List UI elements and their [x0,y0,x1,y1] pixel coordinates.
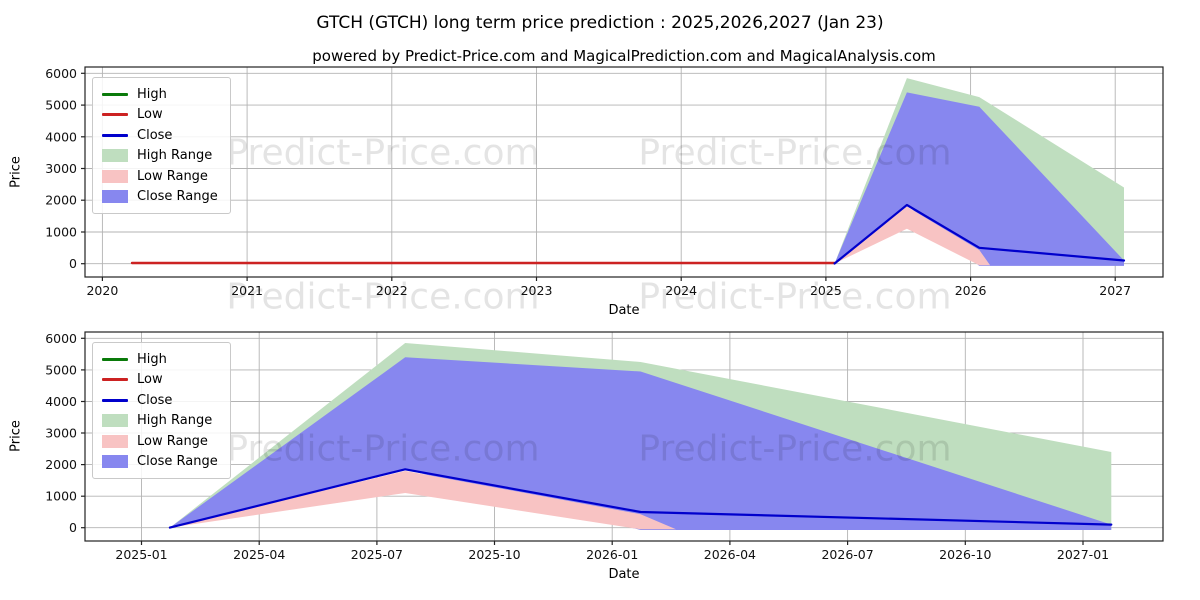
x-tick-label: 2025-04 [233,547,285,562]
legend-swatch-close-range [102,455,128,469]
legend-item-high-range: High Range [102,146,218,167]
x-tick-label: 2025 [810,283,842,298]
chart-title: GTCH (GTCH) long term price prediction :… [316,13,884,33]
x-tick-label: 2027 [1099,283,1131,298]
legend-swatch-high [102,92,128,96]
legend-label: Low [137,107,163,123]
legend-item-close: Close [102,125,218,146]
legend-swatch-high-range [102,414,128,428]
x-tick-label: 2026-01 [586,547,638,562]
low-range-area [169,470,676,530]
legend-item-close-range: Close Range [102,187,218,208]
legend-item-low: Low [102,370,218,391]
y-tick-label: 6000 [45,66,77,81]
axes-frame [84,331,1164,542]
top-chart: 0 1000 2000 3000 4000 5000 6000 2020 2021 2022 202… [45,66,1164,298]
x-tick-label: 2023 [521,283,553,298]
y-tick-label: 0 [69,256,77,271]
legend-swatch-high-range [102,149,128,163]
bottom-chart: 0 1000 2000 3000 4000 5000 6000 2025-01 2025-04 2… [45,331,1164,562]
x-tick-label: 2026-07 [821,547,873,562]
legend-swatch-close [102,133,128,137]
legend-label: High Range [137,148,213,164]
legend-label: Close Range [137,189,218,205]
y-axis-label-top: Price [8,156,24,188]
chart-subtitle: powered by Predict-Price.com and Magical… [312,47,936,65]
legend-label: Close Range [137,454,218,470]
legend-swatch-low [102,378,128,382]
legend-item-low-range: Low Range [102,166,218,187]
x-tick-label: 2021 [231,283,263,298]
legend-swatch-close [102,398,128,402]
legend-label: Close [137,392,173,408]
close-range-area [834,92,1124,266]
legend-label: Low Range [137,433,208,449]
legend-swatch-close-range [102,190,128,204]
x-axis-label-top: Date [608,303,640,318]
y-tick-label: 3000 [45,161,77,176]
legend-item-high-range: High Range [102,411,218,432]
legend-label: High [137,86,167,102]
y-axis-label-bottom: Price [8,420,24,452]
y-tick-label: 2000 [45,193,77,208]
legend-item-close: Close [102,390,218,411]
legend-item-low: Low [102,105,218,126]
legend-label: Close [137,127,173,143]
y-tick-label: 4000 [45,129,77,144]
x-tick-label: 2022 [376,283,408,298]
legend-swatch-low [102,113,128,117]
y-tick-label: 5000 [45,98,77,113]
low-range-area [834,206,991,266]
legend-label: High [137,351,167,367]
close-line [833,203,1126,265]
x-tick-label: 2025-07 [351,547,403,562]
legend-label: Low [137,372,163,388]
x-tick-label: 2020 [86,283,118,298]
close-line [168,468,1113,529]
legend-label: High Range [137,413,213,429]
axes-frame [84,66,1164,278]
legend-swatch-low-range [102,169,128,183]
x-tick-label: 2025-10 [468,547,520,562]
x-tick-label: 2027-01 [1057,547,1109,562]
legend-item-close-range: Close Range [102,452,218,473]
y-tick-label: 6000 [45,331,77,346]
y-tick-label: 4000 [45,394,77,409]
x-tick-label: 2026-04 [704,547,756,562]
y-tick-label: 1000 [45,489,77,504]
legend-item-high: High [102,84,218,105]
x-tick-label: 2026-10 [939,547,991,562]
x-tick-label: 2026 [955,283,987,298]
y-tick-label: 2000 [45,457,77,472]
y-tick-label: 5000 [45,362,77,377]
y-tick-label: 0 [69,520,77,535]
legend-item-low-range: Low Range [102,431,218,452]
legend-bottom-chart: High Low Close High Range Low Range Close Ran… [92,342,231,479]
legend-top-chart: High Low Close High Range Low Range Close Ran… [92,77,231,214]
x-tick-label: 2025-01 [115,547,167,562]
legend-item-high: High [102,349,218,370]
y-tick-label: 3000 [45,426,77,441]
legend-swatch-low-range [102,434,128,448]
y-tick-label: 1000 [45,225,77,240]
x-axis-label-bottom: Date [608,567,640,582]
legend-swatch-high [102,357,128,361]
legend-label: Low Range [137,168,208,184]
close-range-area [169,357,1112,530]
x-tick-label: 2024 [665,283,697,298]
